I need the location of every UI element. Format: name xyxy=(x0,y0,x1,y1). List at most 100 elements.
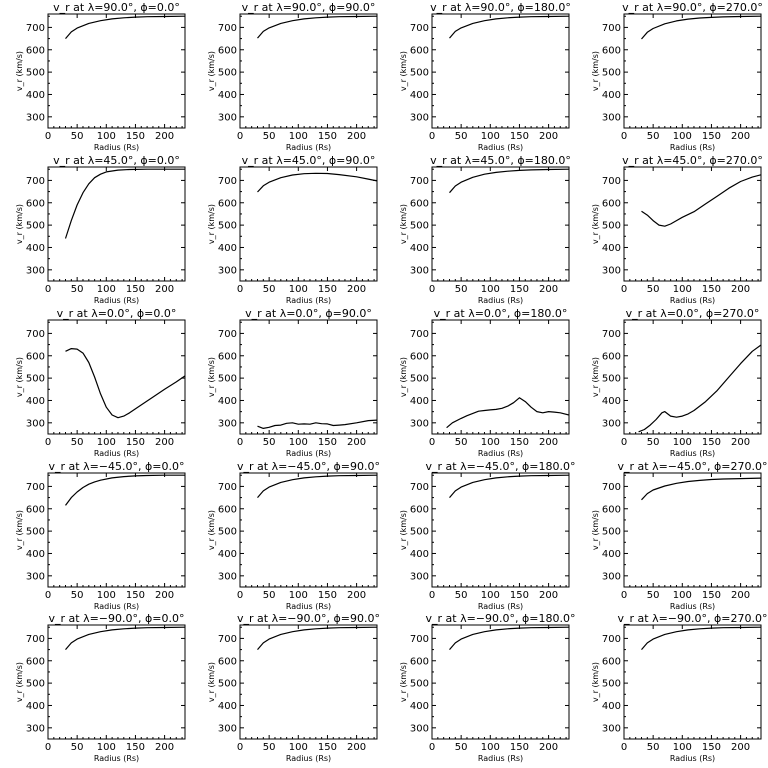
x-axis-label: Radius (Rs) xyxy=(670,296,715,305)
y-tick-label: 600 xyxy=(218,45,237,56)
y-tick-label: 300 xyxy=(26,265,45,276)
panel-title: v_r at λ=90.0°, ϕ=180.0° xyxy=(430,1,571,14)
x-tick-label: 150 xyxy=(318,131,337,142)
y-tick-label: 600 xyxy=(410,656,429,667)
chart-panel: v_r at λ=0.0°, ϕ=180.0° 0 50 100 150 200 300 40… xyxy=(399,307,570,458)
y-tick-label: 700 xyxy=(26,634,45,645)
plot-frame xyxy=(47,13,186,129)
series-line xyxy=(638,344,761,433)
panel-title: v_r at λ=45.0°, ϕ=270.0° xyxy=(622,154,763,167)
x-axis-label: Radius (Rs) xyxy=(286,754,331,763)
y-tick-label: 600 xyxy=(218,351,237,362)
series-line xyxy=(641,15,761,40)
chart-panel: v_r at λ=−45.0°, ϕ=0.0° 0 50 100 150 200 300 40… xyxy=(15,460,186,611)
x-tick-label: 100 xyxy=(481,437,500,448)
y-tick-label: 500 xyxy=(602,68,621,79)
chart-panel: v_r at λ=0.0°, ϕ=0.0° 0 50 100 150 200 300 400 5… xyxy=(15,307,186,458)
y-tick-label: 700 xyxy=(410,329,429,340)
y-tick-label: 600 xyxy=(410,45,429,56)
series-line xyxy=(449,168,569,194)
plot-frame xyxy=(47,472,186,588)
y-tick-label: 500 xyxy=(26,527,45,538)
plot-frame xyxy=(47,319,186,435)
x-tick-label: 150 xyxy=(318,437,337,448)
x-tick-label: 50 xyxy=(647,590,660,601)
x-tick-label: 200 xyxy=(155,284,174,295)
x-tick-label: 150 xyxy=(702,742,721,753)
plot-frame xyxy=(431,624,570,740)
x-axis-label: Radius (Rs) xyxy=(94,602,139,611)
y-tick-label: 700 xyxy=(410,176,429,187)
x-tick-label: 150 xyxy=(702,437,721,448)
x-tick-label: 50 xyxy=(71,131,84,142)
x-tick-label: 50 xyxy=(71,284,84,295)
y-tick-label: 400 xyxy=(26,243,45,254)
plot-frame xyxy=(239,319,378,435)
x-tick-label: 100 xyxy=(289,590,308,601)
x-tick-label: 100 xyxy=(289,742,308,753)
chart-panel: v_r at λ=−90.0°, ϕ=270.0° 0 50 100 150 200 300… xyxy=(591,612,767,763)
x-tick-label: 0 xyxy=(621,742,627,753)
y-tick-label: 400 xyxy=(410,243,429,254)
x-tick-label: 150 xyxy=(510,437,529,448)
y-tick-label: 700 xyxy=(410,23,429,34)
y-tick-label: 600 xyxy=(218,198,237,209)
x-tick-label: 100 xyxy=(97,284,116,295)
x-tick-label: 200 xyxy=(539,437,558,448)
x-tick-label: 200 xyxy=(731,590,750,601)
x-tick-label: 0 xyxy=(45,742,51,753)
chart-panel: v_r at λ=0.0°, ϕ=90.0° 0 50 100 150 200 300 400… xyxy=(207,307,378,458)
y-axis-label: v_r (km/s) xyxy=(207,51,216,91)
series-line xyxy=(449,474,569,498)
y-tick-label: 400 xyxy=(410,396,429,407)
x-tick-label: 50 xyxy=(263,131,276,142)
y-axis-label: v_r (km/s) xyxy=(15,204,24,244)
plot-frame xyxy=(239,13,378,129)
x-tick-label: 0 xyxy=(429,131,435,142)
x-axis-label: Radius (Rs) xyxy=(286,296,331,305)
y-tick-label: 700 xyxy=(410,482,429,493)
y-tick-label: 500 xyxy=(218,679,237,690)
x-tick-label: 200 xyxy=(731,437,750,448)
x-tick-label: 100 xyxy=(673,742,692,753)
y-tick-label: 300 xyxy=(602,723,621,734)
x-tick-label: 150 xyxy=(318,284,337,295)
x-tick-label: 150 xyxy=(702,284,721,295)
x-tick-label: 50 xyxy=(455,590,468,601)
x-axis-label: Radius (Rs) xyxy=(94,296,139,305)
series-line xyxy=(257,172,377,193)
y-axis-label: v_r (km/s) xyxy=(207,357,216,397)
y-axis-label: v_r (km/s) xyxy=(15,662,24,702)
x-tick-label: 200 xyxy=(155,131,174,142)
x-tick-label: 0 xyxy=(45,437,51,448)
chart-panel: v_r at λ=90.0°, ϕ=90.0° 0 50 100 150 200 300 40… xyxy=(207,1,378,152)
y-tick-label: 700 xyxy=(26,176,45,187)
plot-frame xyxy=(623,472,762,588)
y-tick-label: 700 xyxy=(410,634,429,645)
x-tick-label: 50 xyxy=(263,742,276,753)
x-tick-label: 150 xyxy=(510,742,529,753)
x-tick-label: 100 xyxy=(481,742,500,753)
x-tick-label: 50 xyxy=(647,437,660,448)
y-tick-label: 400 xyxy=(602,396,621,407)
y-tick-label: 700 xyxy=(602,634,621,645)
y-axis-label: v_r (km/s) xyxy=(207,204,216,244)
series-line xyxy=(64,168,185,239)
y-axis-label: v_r (km/s) xyxy=(15,510,24,550)
chart-panel: v_r at λ=90.0°, ϕ=0.0° 0 50 100 150 200 300 400… xyxy=(15,1,186,152)
y-tick-label: 500 xyxy=(602,374,621,385)
x-axis-label: Radius (Rs) xyxy=(670,449,715,458)
y-tick-label: 700 xyxy=(602,23,621,34)
chart-panel: v_r at λ=90.0°, ϕ=180.0° 0 50 100 150 200 300 4… xyxy=(399,1,571,152)
x-tick-label: 200 xyxy=(347,437,366,448)
plot-frame xyxy=(431,472,570,588)
x-tick-label: 100 xyxy=(673,590,692,601)
x-tick-label: 0 xyxy=(429,742,435,753)
x-tick-label: 50 xyxy=(263,284,276,295)
x-tick-label: 0 xyxy=(237,437,243,448)
x-tick-label: 100 xyxy=(673,131,692,142)
x-tick-label: 200 xyxy=(731,131,750,142)
y-tick-label: 300 xyxy=(26,723,45,734)
x-tick-label: 100 xyxy=(289,131,308,142)
y-tick-label: 600 xyxy=(26,45,45,56)
